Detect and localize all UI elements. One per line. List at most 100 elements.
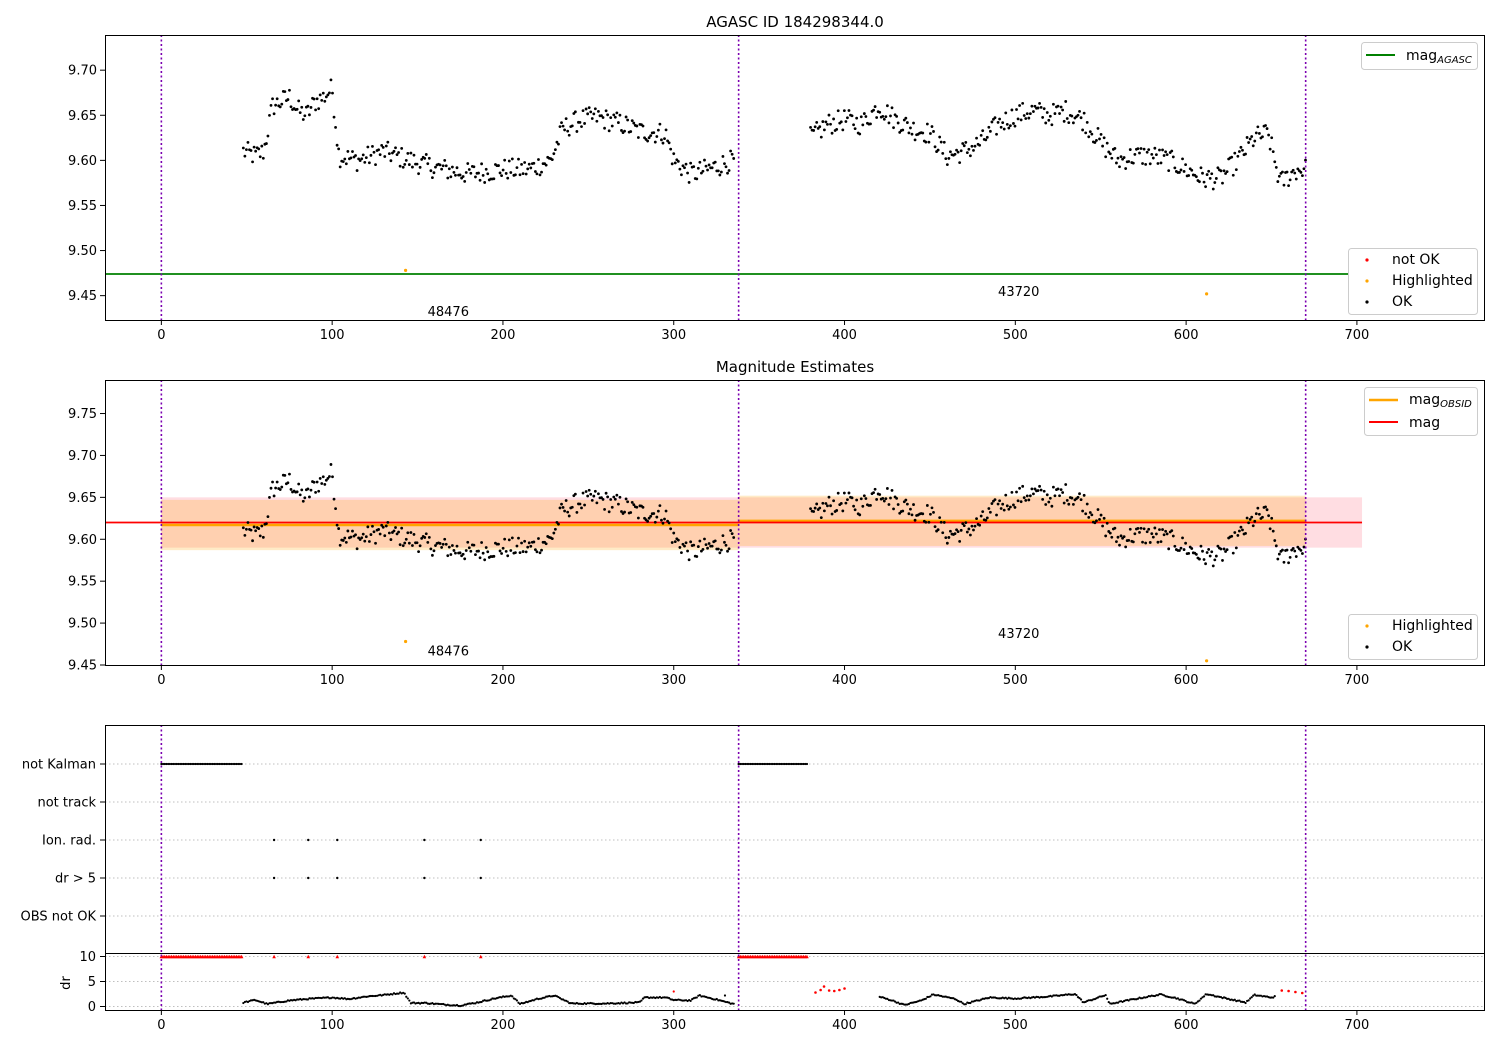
ok-point [1150, 152, 1154, 156]
ok-point [978, 523, 982, 527]
dr-gt5-point [336, 876, 339, 880]
panel-magnitude-estimates: Magnitude Estimates 48476 43720 0 100 200 30… [68, 358, 1485, 688]
ok-point [635, 124, 639, 128]
ok-point [1171, 155, 1175, 159]
ok-point [361, 532, 365, 536]
ok-point [434, 544, 437, 547]
ok-point [1133, 153, 1137, 156]
ok-point [944, 157, 948, 160]
ok-point [300, 105, 304, 109]
ok-point [438, 163, 442, 167]
ok-point [1104, 534, 1108, 538]
ok-point [260, 144, 264, 148]
ok-point [1032, 110, 1035, 113]
dr-point [668, 997, 671, 1000]
ok-point [1081, 128, 1085, 132]
ok-point [1093, 141, 1097, 144]
ok-point [1285, 170, 1289, 174]
ok-point [664, 128, 668, 132]
not-kalman-point [211, 762, 214, 766]
ok-point [523, 161, 527, 164]
ok-point [1182, 170, 1186, 173]
not-kalman-point [763, 762, 766, 766]
ok-point [932, 130, 935, 133]
ok-point [1231, 551, 1235, 555]
dr-point [1112, 1002, 1115, 1005]
ok-point [1033, 104, 1037, 108]
dr-point [268, 1002, 271, 1005]
ok-point [1033, 487, 1037, 491]
not-kalman-point [780, 762, 783, 766]
ok-point [910, 513, 914, 517]
ok-point [1296, 167, 1300, 171]
ok-point [272, 112, 276, 116]
ok-point [355, 547, 359, 551]
ok-point [1087, 135, 1091, 139]
legend-marker-not-ok [1365, 258, 1369, 262]
ok-point [858, 132, 862, 136]
dr-clipped-point [422, 954, 427, 959]
not-kalman-point [751, 762, 754, 766]
ok-point [890, 106, 894, 110]
obsid-label-48476: 48476 [428, 305, 469, 320]
ok-point [377, 148, 381, 152]
ok-point [885, 104, 889, 108]
dr-point [1198, 999, 1201, 1002]
ok-point [853, 127, 857, 131]
ok-point [1036, 106, 1040, 110]
ok-point [286, 481, 290, 485]
ok-point [701, 169, 705, 173]
ok-point [1119, 155, 1123, 159]
ok-point [1104, 155, 1108, 159]
ok-point [710, 166, 714, 170]
ok-point [647, 516, 651, 520]
ok-point [844, 120, 848, 123]
ok-point [544, 163, 548, 167]
ok-point [726, 171, 729, 175]
ok-point [1098, 137, 1101, 141]
ok-point [1042, 489, 1046, 493]
ok-point [526, 167, 530, 171]
ok-point [861, 504, 865, 508]
ok-point [884, 115, 888, 119]
ok-point [672, 152, 676, 156]
ok-point [335, 143, 339, 147]
dr-gt5-point [423, 876, 426, 880]
ok-point [567, 514, 571, 518]
ok-point [985, 516, 989, 520]
ok-point [978, 143, 982, 147]
x-tick-label-300: 300 [661, 328, 686, 343]
ok-point [464, 549, 468, 552]
not-kalman-point [240, 762, 243, 766]
ok-point [1294, 555, 1298, 558]
ok-point [1085, 120, 1089, 124]
ok-point [1136, 147, 1140, 151]
dr-point [397, 992, 400, 995]
ok-point [993, 498, 997, 502]
ok-point [898, 130, 902, 134]
ok-point [695, 177, 699, 181]
ok-point [1139, 147, 1143, 150]
ok-point [656, 128, 660, 132]
ok-point [346, 150, 350, 153]
ok-point [1162, 154, 1166, 157]
ok-point [600, 114, 603, 118]
dr-point [969, 1001, 972, 1005]
ok-point [514, 173, 517, 177]
ok-point [610, 505, 614, 509]
ok-point [864, 497, 868, 500]
ok-point [649, 514, 653, 518]
ok-point [315, 480, 319, 484]
ok-point [517, 157, 520, 161]
ok-point [930, 506, 934, 510]
ok-point [254, 529, 258, 533]
dr-point [348, 998, 351, 1001]
dr-point [929, 995, 932, 998]
ok-point [1108, 152, 1112, 156]
ok-point [1076, 113, 1080, 117]
ok-point [641, 124, 645, 128]
ok-point [1007, 507, 1011, 511]
ok-point [1181, 536, 1184, 540]
ok-point [1225, 548, 1229, 552]
ok-point [955, 148, 958, 152]
